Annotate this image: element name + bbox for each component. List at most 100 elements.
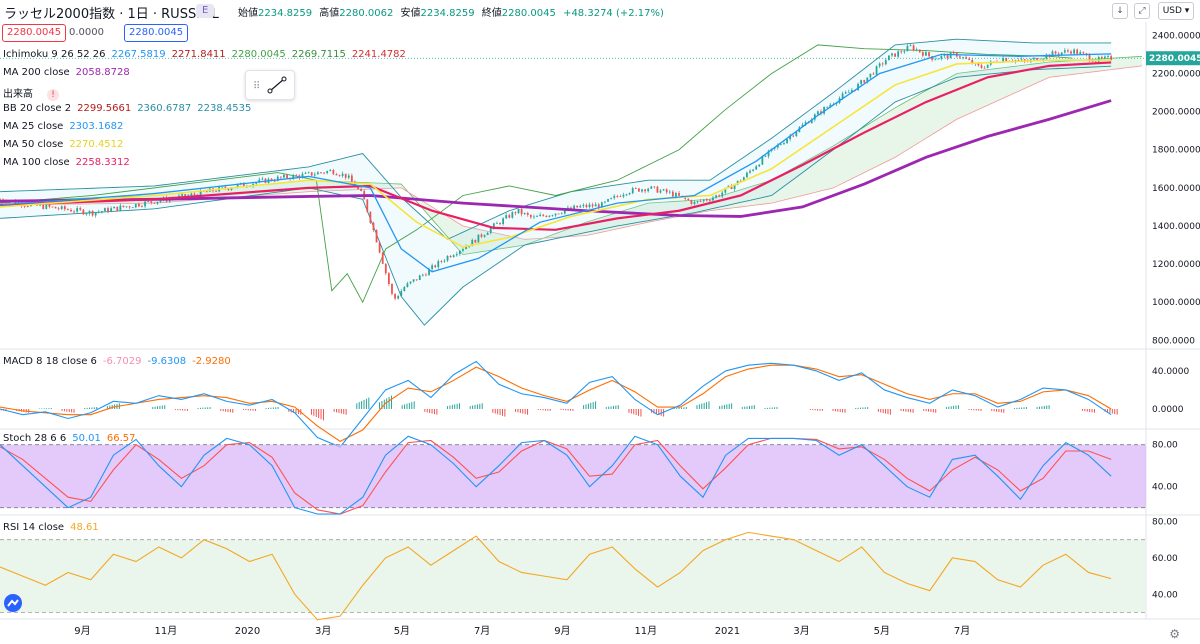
- candle-body: [57, 208, 60, 210]
- candle-body: [872, 73, 875, 75]
- time-axis-tick-10: 5月: [874, 625, 890, 637]
- macd-line: [0, 360, 1112, 448]
- legend-stoch[interactable]: Stoch 28 6 6 50.01 66.57: [3, 433, 142, 444]
- ask-price-box[interactable]: 2280.0045: [124, 24, 189, 42]
- candle-body: [350, 175, 353, 182]
- macd-axis-tick-0: 40.0000: [1152, 367, 1189, 377]
- candle-body: [526, 213, 529, 215]
- candle-body: [119, 205, 122, 211]
- candle-body: [147, 201, 150, 202]
- candle-body: [384, 263, 387, 274]
- candle-body: [511, 212, 514, 218]
- legend-rsi[interactable]: RSI 14 close 48.61: [3, 522, 105, 533]
- high-value: 2280.0062: [339, 8, 394, 19]
- candle-body: [499, 223, 501, 225]
- download-icon[interactable]: ↓: [1112, 3, 1128, 19]
- candle-body: [122, 205, 125, 207]
- candle-body: [116, 206, 119, 211]
- tradingview-logo-icon[interactable]: [4, 594, 22, 612]
- candle-body: [76, 208, 79, 212]
- candle-body: [514, 212, 517, 214]
- candle-body: [242, 182, 245, 187]
- trendline-icon[interactable]: ⠿: [246, 71, 294, 99]
- candle-body: [662, 189, 665, 191]
- candle-body: [733, 184, 736, 190]
- fullscreen-icon[interactable]: ⤢: [1134, 3, 1150, 19]
- candle-body: [949, 52, 952, 59]
- candle-body: [258, 179, 261, 183]
- candle-body: [70, 209, 72, 212]
- candle-body: [255, 182, 258, 184]
- candle-body: [449, 255, 452, 258]
- price-axis-tick-3: 1800.0000: [1152, 146, 1200, 156]
- candle-body: [418, 275, 421, 281]
- legend-ma200[interactable]: MA 200 close 2058.8728: [3, 67, 136, 78]
- candle-body: [844, 92, 847, 94]
- candle-body: [1070, 51, 1072, 54]
- candle-body: [378, 242, 381, 253]
- candle-body: [891, 53, 893, 56]
- candle-body: [110, 208, 113, 212]
- close-value: 2280.0045: [501, 8, 556, 19]
- candle-body: [236, 184, 239, 188]
- currency-select[interactable]: USD ▾: [1158, 2, 1194, 20]
- legend-volume[interactable]: 出来高!: [3, 85, 65, 101]
- ma100-line: [0, 61, 1112, 231]
- ma25-value: 2303.1682: [69, 121, 124, 132]
- candle-body: [607, 199, 609, 202]
- candle-body: [335, 174, 338, 176]
- candle-body: [613, 195, 616, 198]
- ichimoku-lagging: 2280.0045: [231, 49, 286, 60]
- last-price-tag: [1146, 51, 1200, 66]
- legend-bb[interactable]: BB 20 close 2 2299.5661 2360.6787 2238.4535: [3, 103, 257, 114]
- candle-body: [792, 135, 795, 137]
- candle-body: [850, 90, 853, 92]
- symbol-title[interactable]: ラッセル2000指数 · 1日 · RUSSELL: [4, 7, 219, 22]
- legend-ma100[interactable]: MA 100 close 2258.3312: [3, 157, 136, 168]
- legend-ma50[interactable]: MA 50 close 2270.4512: [3, 139, 129, 150]
- candle-body: [1091, 60, 1094, 62]
- candle-body: [421, 274, 424, 276]
- legend-ma25[interactable]: MA 25 close 2303.1682: [3, 121, 129, 132]
- time-axis-tick-4: 5月: [394, 625, 410, 637]
- candle-body: [650, 186, 653, 189]
- settings-gear-icon[interactable]: ⚙: [1169, 627, 1180, 641]
- candle-body: [372, 222, 375, 230]
- legend-ichimoku[interactable]: Ichimoku 9 26 52 26 2267.5819 2271.8411 228…: [3, 49, 412, 60]
- candle-body: [847, 91, 850, 93]
- macd-signal-value: -2.9280: [192, 356, 231, 367]
- bb-upper: 2360.6787: [137, 103, 192, 114]
- candle-body: [301, 173, 304, 178]
- candle-body: [347, 175, 350, 178]
- candle-body: [971, 59, 974, 64]
- candle-body: [554, 213, 557, 216]
- candle-body: [458, 250, 461, 254]
- legend-macd[interactable]: MACD 8 18 close 6 -6.7029 -9.6308 -2.9280: [3, 356, 237, 367]
- candle-body: [1067, 50, 1069, 52]
- time-axis-tick-7: 11月: [634, 625, 657, 637]
- candle-body: [1094, 61, 1097, 63]
- candle-body: [746, 172, 748, 178]
- candle-body: [63, 206, 66, 210]
- candle-body: [1104, 56, 1106, 58]
- candle-body: [483, 235, 486, 237]
- candle-body: [221, 186, 224, 188]
- drawing-toolbar[interactable]: ⠿: [245, 70, 295, 100]
- macd-name: MACD 8 18 close 6: [3, 356, 97, 367]
- candle-body: [795, 132, 798, 137]
- bid-price-box[interactable]: 2280.0045: [2, 24, 67, 42]
- candle-body: [332, 170, 335, 175]
- candle-body: [536, 216, 538, 217]
- candle-body: [705, 199, 708, 201]
- warning-icon[interactable]: !: [47, 89, 59, 101]
- candle-body: [591, 204, 594, 207]
- candle-body: [45, 204, 48, 209]
- candle-body: [739, 180, 742, 182]
- candle-body: [616, 195, 619, 197]
- candle-body: [455, 253, 458, 256]
- bollinger-lower-line: [0, 65, 1112, 326]
- candle-body: [215, 191, 217, 192]
- candle-body: [776, 144, 779, 148]
- candle-body: [1051, 51, 1054, 57]
